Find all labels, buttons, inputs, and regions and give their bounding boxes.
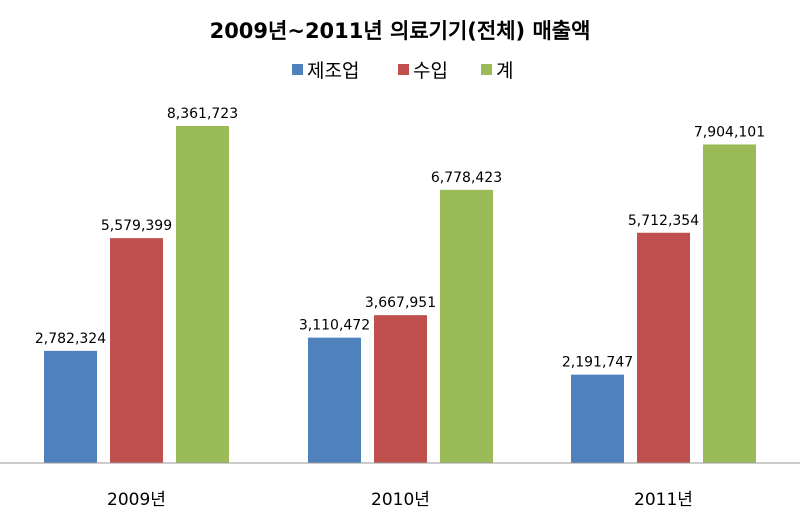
legend-label: 계 bbox=[496, 60, 513, 82]
data-label: 2,782,324 bbox=[35, 331, 106, 347]
data-label: 3,667,951 bbox=[365, 295, 436, 311]
bar bbox=[308, 337, 361, 463]
bar bbox=[176, 126, 229, 463]
legend-label: 제조업 bbox=[307, 60, 359, 82]
data-label: 8,361,723 bbox=[167, 106, 238, 122]
chart-title: 2009년~2011년 의료기기(전체) 매출액 bbox=[210, 19, 591, 43]
data-label: 2,191,747 bbox=[562, 355, 633, 371]
x-tick-label: 2010년 bbox=[371, 490, 430, 510]
bar bbox=[571, 374, 624, 463]
legend-swatch bbox=[398, 64, 409, 75]
legend-swatch bbox=[481, 64, 492, 75]
bar bbox=[637, 232, 690, 463]
bar bbox=[374, 315, 427, 463]
data-label: 5,712,354 bbox=[628, 213, 699, 229]
x-tick-label: 2011년 bbox=[634, 490, 693, 510]
bar bbox=[440, 189, 493, 463]
legend: 제조업 수입 계 bbox=[292, 60, 513, 82]
bar bbox=[703, 144, 756, 463]
data-label: 3,110,472 bbox=[299, 318, 370, 334]
data-label: 6,778,423 bbox=[431, 170, 502, 186]
x-ticks: 2009년 2010년 2011년 bbox=[107, 490, 693, 510]
data-label: 7,904,101 bbox=[694, 124, 765, 140]
bar bbox=[110, 238, 163, 463]
data-label: 5,579,399 bbox=[101, 218, 172, 234]
legend-swatch bbox=[292, 64, 303, 75]
x-tick-label: 2009년 bbox=[107, 490, 166, 510]
legend-label: 수입 bbox=[413, 60, 448, 82]
bars: 2,782,324 3,110,472 2,191,747 5,579,399 3,66… bbox=[35, 106, 765, 463]
bar bbox=[44, 350, 97, 463]
